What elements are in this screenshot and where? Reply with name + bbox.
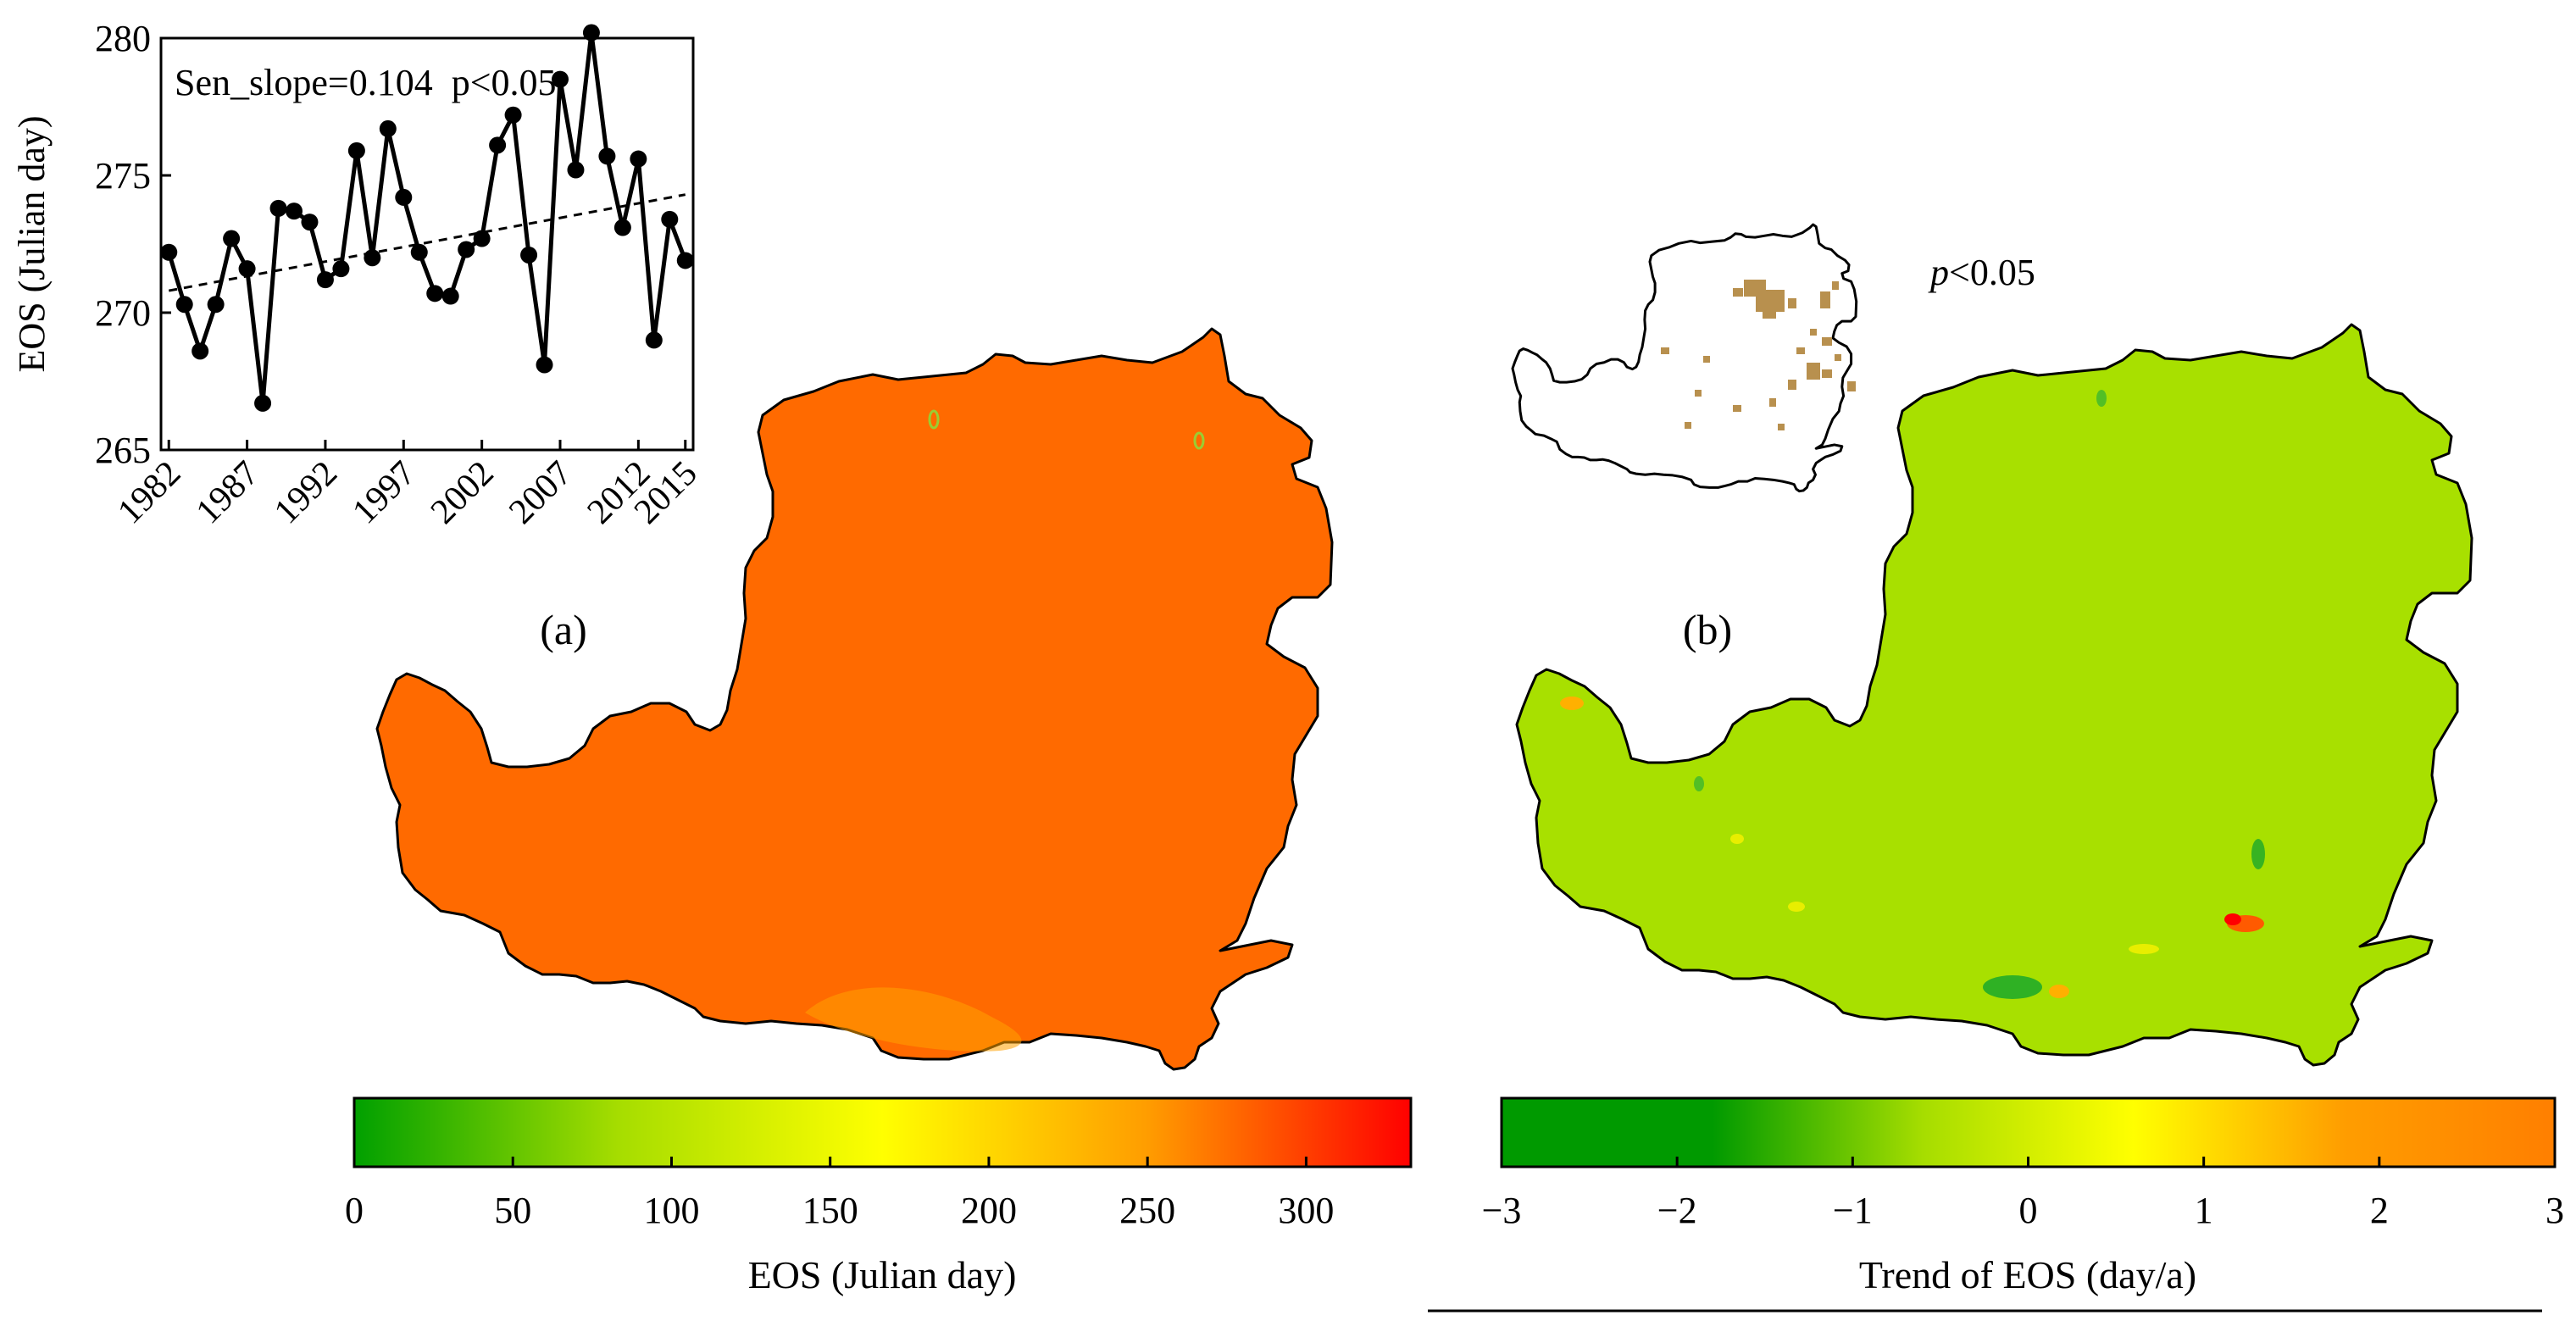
data-point xyxy=(598,147,616,165)
data-point xyxy=(504,106,522,124)
data-point xyxy=(489,136,507,154)
y-tick-label: 275 xyxy=(95,155,151,197)
colorbar-a-ticks: 0 50 100 150 200 250 300 xyxy=(345,1157,1334,1231)
colorbar-tick-label: −2 xyxy=(1657,1190,1697,1231)
colorbar-tick-label: −3 xyxy=(1482,1190,1522,1231)
colorbar-tick-label: −1 xyxy=(1833,1190,1873,1231)
high-eos-patch xyxy=(805,987,1022,1052)
colorbar-tick-label: 0 xyxy=(345,1190,364,1231)
data-point xyxy=(286,203,303,220)
series-points xyxy=(160,24,694,412)
colorbar-tick-label: 3 xyxy=(2545,1190,2564,1231)
data-point xyxy=(520,246,538,264)
data-point xyxy=(192,342,209,360)
data-point xyxy=(645,331,663,349)
colorbar-tick-label: 0 xyxy=(2019,1190,2038,1231)
colorbar-b-label: Trend of EOS (day/a) xyxy=(1859,1253,2196,1296)
data-point xyxy=(347,142,365,159)
colorbar-tick-label: 300 xyxy=(1278,1190,1334,1231)
colorbar-b: −3 −2 −1 0 1 2 3 Trend of EOS (day/a) xyxy=(1428,1096,2564,1313)
data-point xyxy=(175,296,193,314)
chart-frame xyxy=(159,36,695,452)
y-tick-label: 270 xyxy=(95,292,151,334)
x-tick-label: 1987 xyxy=(189,454,267,532)
data-point xyxy=(582,24,600,42)
colorbar-b-ticks: −3 −2 −1 0 1 2 3 xyxy=(1482,1157,2564,1231)
data-point xyxy=(536,356,553,374)
colorbar-b-gradient xyxy=(1500,1096,2557,1168)
sen-slope-annotation: Sen_slope=0.104 p<0.05 xyxy=(175,62,557,103)
data-point xyxy=(254,394,272,412)
region-map-a xyxy=(375,327,1334,1071)
data-point xyxy=(676,252,694,269)
y-axis-ticks: 265 270 275 280 xyxy=(95,18,171,471)
data-point xyxy=(379,119,397,137)
data-point xyxy=(364,249,381,267)
y-axis-label: EOS (Julian day) xyxy=(11,115,53,372)
y-tick-label: 280 xyxy=(95,18,151,59)
map-panel-a: (a) xyxy=(375,327,1334,1071)
data-point xyxy=(395,188,413,206)
colorbar-tick-label: 2 xyxy=(2370,1190,2389,1231)
data-point xyxy=(630,150,647,168)
data-point xyxy=(473,230,491,247)
data-point xyxy=(160,243,178,261)
trend-hotspots xyxy=(1560,390,2265,999)
panel-a-label: (a) xyxy=(540,606,587,653)
colorbar-a-label: EOS (Julian day) xyxy=(748,1253,1017,1296)
x-tick-label: 1992 xyxy=(267,454,345,532)
panel-b-label: (b) xyxy=(1683,606,1732,653)
colorbar-tick-label: 200 xyxy=(961,1190,1017,1231)
x-tick-label: 2002 xyxy=(424,454,502,532)
colorbar-a-gradient xyxy=(353,1096,1413,1168)
series-line xyxy=(166,32,688,404)
data-point xyxy=(238,260,256,278)
colorbar-tick-label: 100 xyxy=(643,1190,699,1231)
data-point xyxy=(207,296,225,314)
data-point xyxy=(458,241,475,258)
colorbar-tick-label: 1 xyxy=(2195,1190,2213,1231)
data-point xyxy=(332,260,350,278)
data-point xyxy=(426,285,444,302)
trend-line xyxy=(168,193,686,292)
data-point xyxy=(552,70,569,88)
data-point xyxy=(441,287,459,305)
colorbar-tick-label: 150 xyxy=(802,1190,858,1231)
data-point xyxy=(410,243,428,261)
colorbar-tick-label: 250 xyxy=(1119,1190,1175,1231)
small-patch-marker xyxy=(928,409,940,430)
inset-line-chart: 265 270 275 280 1982 1987 1992 1997 2002 2007 201… xyxy=(11,18,705,531)
colorbar-tick-label: 50 xyxy=(494,1190,531,1231)
data-point xyxy=(567,161,585,179)
x-tick-label: 2007 xyxy=(502,454,580,532)
significance-inset-outline xyxy=(1511,223,1858,493)
small-patch-marker xyxy=(1193,431,1205,450)
data-point xyxy=(661,210,679,228)
data-point xyxy=(223,230,241,247)
data-point xyxy=(316,271,334,289)
inset-significance-label: p<0.05 xyxy=(1928,252,2035,293)
data-point xyxy=(613,219,631,236)
y-tick-label: 265 xyxy=(95,430,151,471)
data-point xyxy=(269,199,287,217)
colorbar-a: 0 50 100 150 200 250 300 EOS (Julian day) xyxy=(345,1096,1413,1296)
x-tick-label: 1997 xyxy=(345,454,423,532)
region-map-b xyxy=(1515,323,2473,1067)
significance-inset: p<0.05 xyxy=(1511,223,2035,493)
significant-pixels xyxy=(1661,280,1856,430)
data-point xyxy=(301,214,319,231)
map-panel-b: (b) xyxy=(1515,323,2473,1067)
